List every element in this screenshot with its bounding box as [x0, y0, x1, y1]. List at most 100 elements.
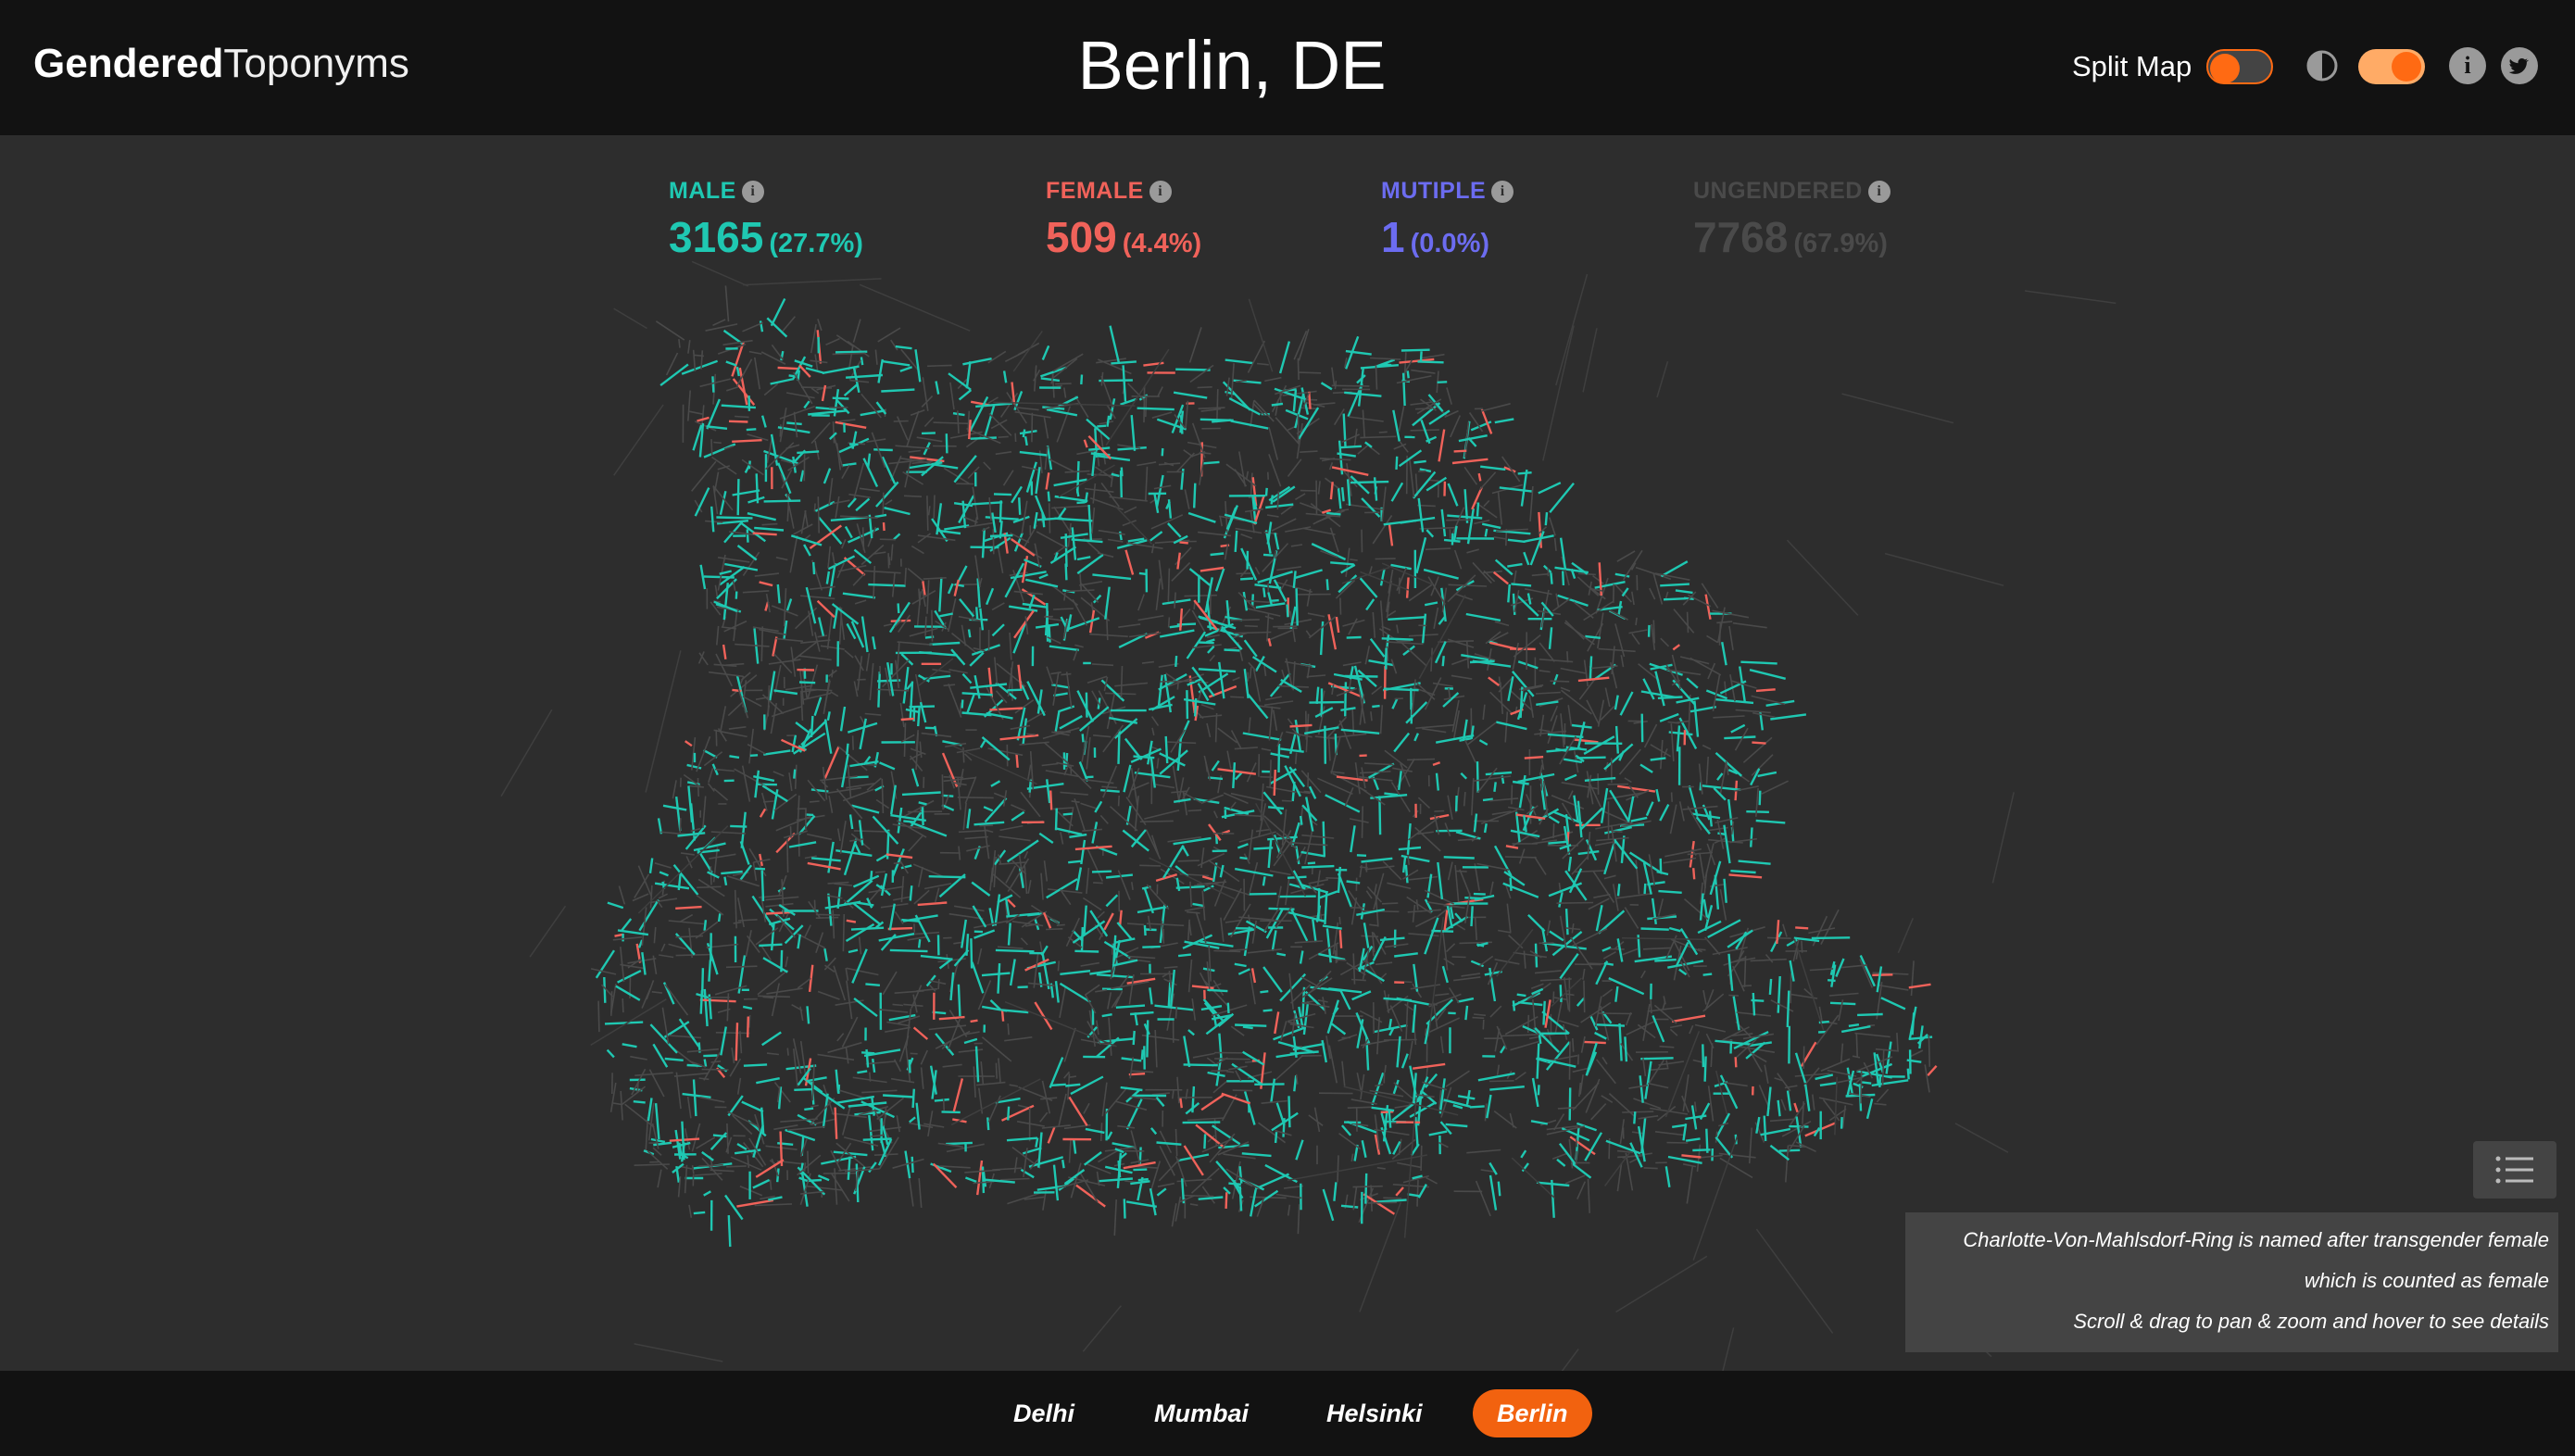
street-segment[interactable] — [1583, 1040, 1606, 1045]
street-segment[interactable] — [799, 1040, 807, 1076]
street-segment[interactable] — [963, 521, 993, 529]
street-segment[interactable] — [672, 863, 699, 896]
street-segment[interactable] — [1393, 732, 1411, 753]
street-segment[interactable] — [1256, 1198, 1265, 1217]
street-segment[interactable] — [697, 878, 725, 897]
street-segment[interactable] — [735, 366, 740, 377]
street-segment[interactable] — [952, 1078, 964, 1112]
street-segment[interactable] — [1421, 1090, 1438, 1105]
street-segment[interactable] — [897, 641, 933, 646]
street-segment[interactable] — [1128, 973, 1135, 1005]
street-segment[interactable] — [1742, 736, 1773, 763]
street-segment[interactable] — [1262, 791, 1283, 815]
street-segment[interactable] — [1188, 327, 1202, 363]
street-segment[interactable] — [1247, 340, 1266, 373]
street-segment[interactable] — [801, 669, 809, 699]
street-segment[interactable] — [1223, 888, 1242, 921]
street-segment[interactable] — [749, 754, 759, 757]
street-segment[interactable] — [1109, 496, 1148, 502]
street-segment[interactable] — [1425, 547, 1451, 551]
street-segment[interactable] — [1131, 882, 1134, 891]
street-segment[interactable] — [1344, 358, 1348, 369]
street-segment[interactable] — [1507, 806, 1525, 811]
street-segment[interactable] — [810, 323, 817, 354]
street-segment[interactable] — [1238, 916, 1275, 922]
street-segment[interactable] — [1198, 1196, 1224, 1200]
street-segment[interactable] — [1193, 483, 1197, 508]
street-segment[interactable] — [657, 818, 663, 835]
street-segment[interactable] — [703, 443, 736, 458]
street-segment[interactable] — [1011, 804, 1026, 812]
street-segment[interactable] — [1503, 871, 1526, 886]
street-segment[interactable] — [1523, 950, 1526, 969]
street-segment[interactable] — [1217, 1012, 1235, 1027]
street-segment[interactable] — [1518, 848, 1526, 864]
street-segment[interactable] — [803, 1162, 807, 1172]
street-segment[interactable] — [1327, 734, 1331, 761]
street-segment[interactable] — [1413, 686, 1436, 697]
street-segment[interactable] — [1751, 1052, 1767, 1063]
street-segment[interactable] — [698, 1077, 710, 1081]
street-segment[interactable] — [1602, 951, 1616, 960]
street-segment[interactable] — [915, 1102, 921, 1130]
street-segment[interactable] — [845, 1047, 849, 1064]
street-segment[interactable] — [908, 449, 921, 453]
street-segment[interactable] — [1476, 761, 1479, 793]
street-segment[interactable] — [792, 371, 813, 405]
street-segment[interactable] — [1584, 1132, 1603, 1161]
street-segment[interactable] — [776, 1086, 781, 1103]
street-segment[interactable] — [1675, 941, 1689, 968]
street-segment[interactable] — [1489, 691, 1514, 715]
street-segment[interactable] — [759, 581, 773, 587]
street-segment[interactable] — [1518, 1001, 1543, 1007]
street-segment[interactable] — [1857, 1012, 1883, 1017]
street-segment[interactable] — [973, 1066, 976, 1098]
street-segment[interactable] — [762, 957, 788, 973]
street-segment[interactable] — [1016, 1121, 1045, 1127]
street-segment[interactable] — [877, 679, 901, 683]
street-segment[interactable] — [1454, 912, 1463, 923]
street-segment[interactable] — [1110, 957, 1118, 980]
street-segment[interactable] — [917, 534, 956, 542]
street-segment[interactable] — [1041, 345, 1050, 360]
street-segment[interactable] — [1614, 725, 1619, 754]
street-segment[interactable] — [1249, 973, 1256, 1005]
street-segment[interactable] — [1227, 928, 1256, 935]
street-segment[interactable] — [1539, 978, 1572, 982]
street-segment[interactable] — [1642, 1003, 1651, 1041]
street-segment[interactable] — [1186, 910, 1200, 914]
street-segment[interactable] — [923, 883, 952, 890]
street-segment[interactable] — [1340, 486, 1345, 502]
street-segment[interactable] — [1072, 1138, 1077, 1154]
street-segment[interactable] — [722, 583, 729, 621]
street-segment[interactable] — [1275, 907, 1293, 928]
street-segment[interactable] — [1707, 662, 1716, 680]
street-segment[interactable] — [868, 1114, 874, 1151]
street-segment[interactable] — [713, 663, 737, 667]
street-segment[interactable] — [703, 1059, 708, 1067]
street-segment[interactable] — [1494, 418, 1514, 424]
street-segment[interactable] — [1379, 705, 1384, 734]
street-segment[interactable] — [1656, 1105, 1677, 1122]
street-segment[interactable] — [1130, 1096, 1157, 1100]
street-segment[interactable] — [989, 999, 1001, 1010]
street-segment[interactable] — [1451, 458, 1488, 465]
street-segment[interactable] — [823, 948, 828, 961]
street-segment[interactable] — [1273, 579, 1288, 602]
street-segment[interactable] — [1174, 865, 1189, 877]
street-segment[interactable] — [765, 593, 771, 613]
street-segment[interactable] — [720, 1026, 727, 1056]
street-segment[interactable] — [865, 1048, 870, 1068]
street-segment[interactable] — [1277, 1040, 1315, 1054]
street-segment[interactable] — [1841, 1105, 1847, 1128]
street-segment[interactable] — [1360, 364, 1399, 370]
street-segment[interactable] — [711, 456, 737, 475]
street-segment[interactable] — [1548, 627, 1553, 649]
street-segment[interactable] — [710, 439, 713, 456]
street-segment[interactable] — [620, 963, 646, 970]
street-segment[interactable] — [1296, 846, 1306, 863]
street-segment[interactable] — [883, 623, 892, 627]
street-segment[interactable] — [1417, 360, 1444, 364]
street-segment[interactable] — [1192, 644, 1222, 649]
street-segment[interactable] — [1702, 898, 1709, 921]
